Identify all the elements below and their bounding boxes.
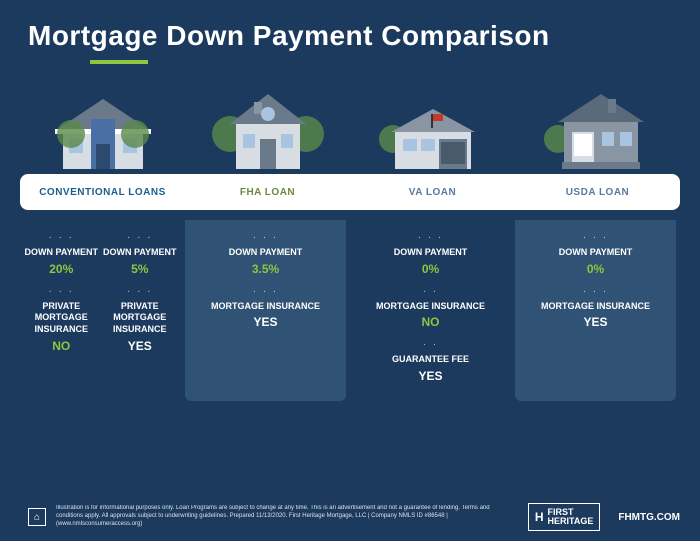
ins-label: MORTGAGE INSURANCE: [354, 301, 507, 313]
loan-label-fha: FHA LOAN: [185, 187, 350, 198]
fee-label: GUARANTEE FEE: [354, 354, 507, 366]
house-va: [350, 84, 515, 174]
down-value: 0%: [519, 262, 672, 276]
loan-label-usda: USDA LOAN: [515, 187, 680, 198]
house-conventional: [20, 84, 185, 174]
conv-option-5: · · · DOWN PAYMENT5% · · · PRIVATE MORTG…: [103, 228, 178, 363]
down-label: DOWN PAYMENT: [354, 247, 507, 259]
loan-label-conventional: CONVENTIONAL LOANS: [20, 187, 185, 198]
col-va: · · · DOWN PAYMENT0% · · MORTGAGE INSURA…: [350, 220, 511, 401]
house-usda: [515, 84, 680, 174]
ins-value: YES: [103, 339, 178, 353]
ins-value: NO: [24, 339, 99, 353]
down-value: 20%: [24, 262, 99, 276]
brand-line2: HERITAGE: [548, 516, 594, 526]
ins-value: YES: [519, 315, 672, 329]
down-label: DOWN PAYMENT: [519, 247, 672, 259]
page-title: Mortgage Down Payment Comparison: [0, 0, 700, 58]
comparison-columns: · · · DOWN PAYMENT20% · · · PRIVATE MORT…: [0, 210, 700, 401]
down-label: DOWN PAYMENT: [24, 247, 99, 259]
site-url: FHMTG.COM: [618, 512, 680, 523]
down-value: 5%: [103, 262, 178, 276]
ins-label: MORTGAGE INSURANCE: [189, 301, 342, 313]
down-value: 3.5%: [189, 262, 342, 276]
ins-label: PRIVATE MORTGAGE INSURANCE: [24, 301, 99, 336]
footer: ⌂ Illustration is for informational purp…: [28, 503, 680, 531]
ins-label: PRIVATE MORTGAGE INSURANCE: [103, 301, 178, 336]
loan-label-va: VA LOAN: [350, 187, 515, 198]
brand-initial: H: [535, 510, 544, 524]
equal-housing-icon: ⌂: [28, 508, 46, 526]
col-usda: · · · DOWN PAYMENT0% · · · MORTGAGE INSU…: [515, 220, 676, 401]
conv-option-20: · · · DOWN PAYMENT20% · · · PRIVATE MORT…: [24, 228, 99, 363]
col-fha: · · · DOWN PAYMENT3.5% · · · MORTGAGE IN…: [185, 220, 346, 401]
ins-value: YES: [189, 315, 342, 329]
loan-type-bar: CONVENTIONAL LOANS FHA LOAN VA LOAN USDA…: [20, 174, 680, 210]
brand-logo: H FIRSTHERITAGE: [528, 503, 601, 531]
col-conventional: · · · DOWN PAYMENT20% · · · PRIVATE MORT…: [20, 220, 181, 401]
house-fha: [185, 84, 350, 174]
ins-value: NO: [354, 315, 507, 329]
fee-value: YES: [354, 369, 507, 383]
down-label: DOWN PAYMENT: [103, 247, 178, 259]
down-label: DOWN PAYMENT: [189, 247, 342, 259]
houses-row: [0, 64, 700, 174]
down-value: 0%: [354, 262, 507, 276]
disclaimer-text: Illustration is for informational purpos…: [56, 505, 518, 528]
ins-label: MORTGAGE INSURANCE: [519, 301, 672, 313]
